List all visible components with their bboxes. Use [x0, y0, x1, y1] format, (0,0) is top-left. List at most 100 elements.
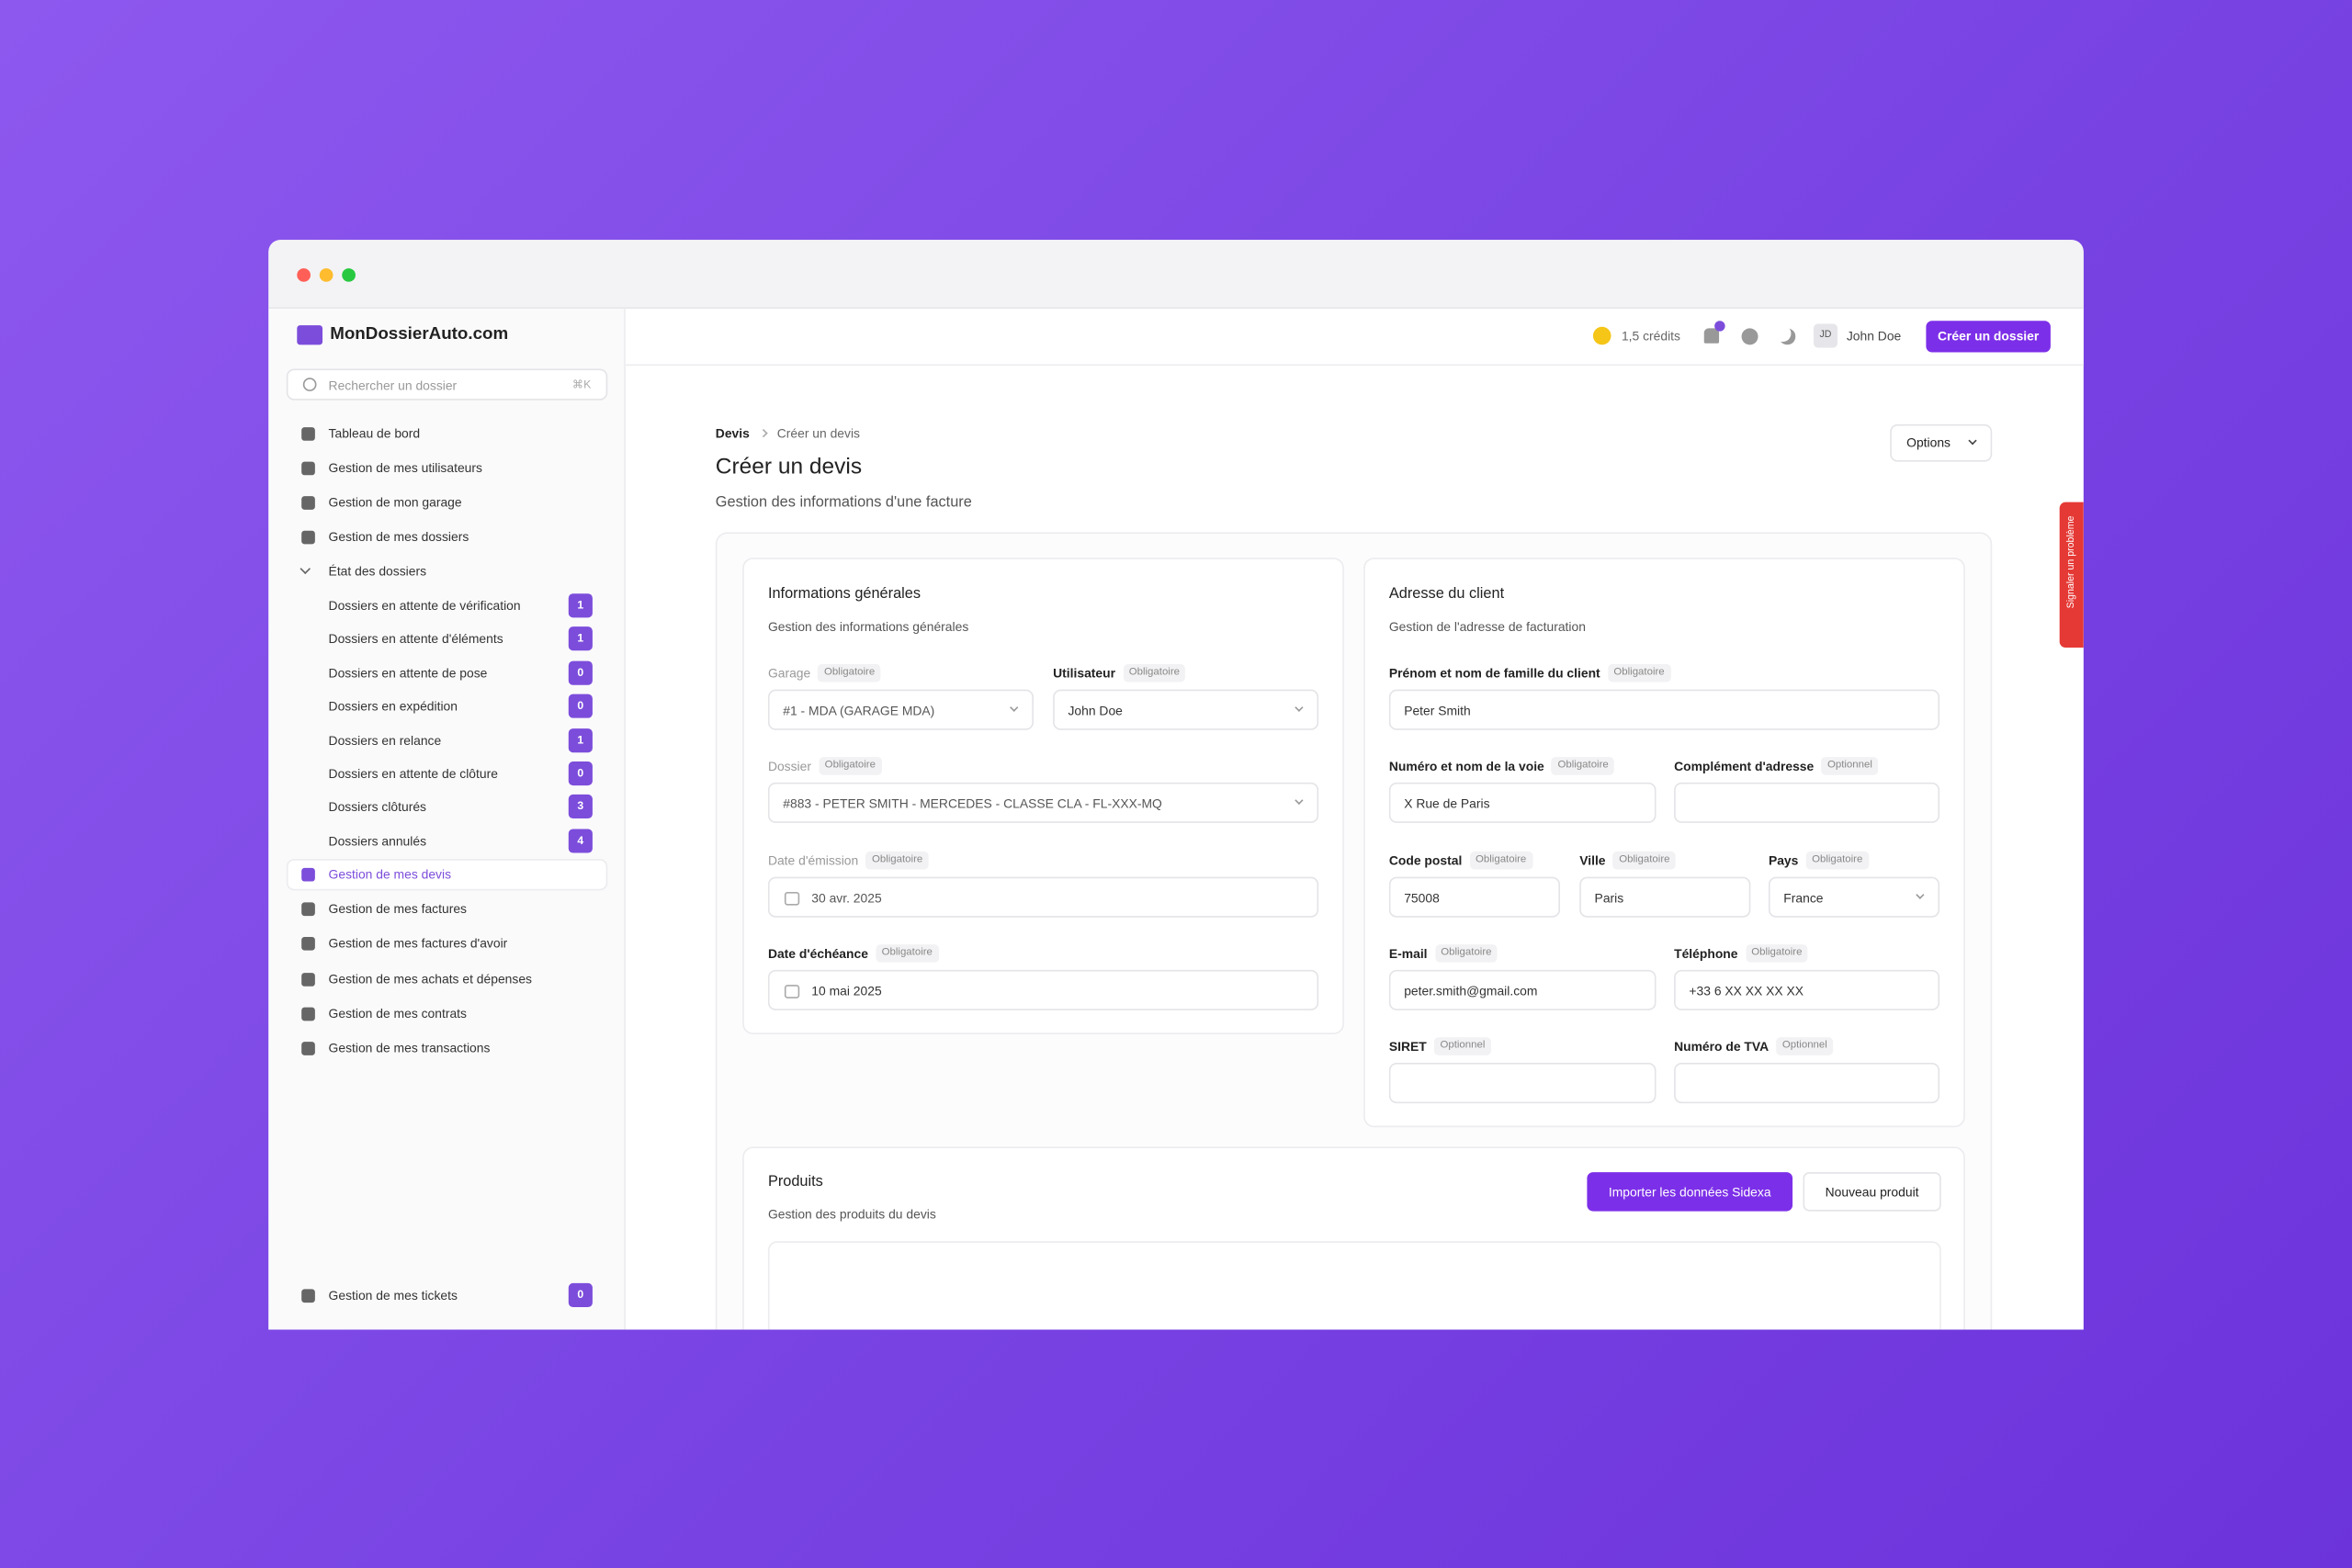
search-box[interactable]: Rechercher un dossier ⌘K — [286, 368, 608, 400]
text-input[interactable] — [1674, 1063, 1940, 1104]
field-label: Utilisateur — [1053, 665, 1116, 681]
select-input[interactable]: John Doe — [1053, 689, 1319, 730]
nav-item[interactable]: Gestion de mes tickets — [328, 1287, 458, 1303]
nav-item[interactable]: Dossiers en attente de pose — [328, 665, 488, 681]
text-input[interactable]: 30 avr. 2025 — [767, 876, 1319, 918]
page-title: Créer un devis — [715, 454, 863, 480]
nav-item[interactable]: Gestion de mes transactions — [328, 1040, 491, 1055]
field-tag: Obligatoire — [1607, 663, 1671, 682]
nav-item[interactable]: Dossiers en relance — [328, 732, 442, 748]
nav-item[interactable]: Gestion de mes utilisateurs — [328, 459, 482, 476]
section-title: Adresse du client — [1388, 586, 1505, 604]
input-value: 30 avr. 2025 — [811, 890, 882, 906]
nav-icon — [301, 972, 315, 987]
nav-item[interactable]: Gestion de mes factures d'avoir — [328, 935, 508, 952]
nav-item[interactable]: Gestion de mes factures — [328, 901, 467, 917]
nav-item[interactable]: Gestion de mon garage — [328, 494, 462, 510]
nav-group[interactable]: État des dossiers — [328, 563, 427, 579]
field-tag: Obligatoire — [1123, 663, 1186, 682]
field-tag: Obligatoire — [865, 851, 929, 870]
field-label: SIRET — [1388, 1038, 1427, 1055]
window-control[interactable] — [297, 268, 311, 282]
nav-item[interactable]: Dossiers en attente de vérification — [328, 598, 521, 614]
nav-item[interactable]: Gestion de mes achats et dépenses — [328, 970, 532, 987]
field-label: Dossier — [767, 758, 811, 774]
nav-badge: 1 — [568, 728, 593, 752]
field-tag: Optionnel — [1776, 1037, 1834, 1055]
chevron — [1295, 703, 1304, 712]
window-control[interactable] — [319, 268, 334, 282]
input-value: X Rue de Paris — [1404, 795, 1490, 811]
options-button[interactable]: Options — [1890, 423, 1993, 462]
nav-item[interactable]: Gestion de mes devis — [328, 866, 452, 882]
new-product-button[interactable]: Nouveau produit — [1803, 1172, 1941, 1212]
section-title: Produits — [767, 1173, 823, 1190]
nav-item[interactable]: Dossiers annulés — [328, 833, 427, 849]
nav-icon — [301, 496, 315, 510]
nav-item[interactable]: Gestion de mes dossiers — [328, 529, 469, 545]
nav-badge: 1 — [568, 593, 593, 618]
field-tag: Obligatoire — [1612, 851, 1677, 870]
help-icon[interactable] — [1741, 328, 1758, 345]
field-tag: Obligatoire — [1469, 851, 1532, 870]
breadcrumb-separator — [759, 429, 768, 438]
feedback-tab[interactable]: Signaler un problème — [2059, 502, 2084, 648]
theme-icon[interactable] — [1779, 328, 1795, 344]
text-input[interactable]: +33 6 XX XX XX XX — [1674, 969, 1940, 1010]
select-input[interactable]: #883 - PETER SMITH - MERCEDES - CLASSE C… — [767, 782, 1319, 823]
credits-icon — [1592, 326, 1611, 345]
nav-item[interactable]: Dossiers en attente de clôture — [328, 765, 498, 782]
field-label: Date d'échéance — [767, 945, 868, 962]
text-input[interactable]: Paris — [1579, 876, 1751, 918]
text-input[interactable]: Peter Smith — [1388, 689, 1940, 730]
select-input[interactable]: France — [1768, 876, 1940, 918]
text-input[interactable] — [1674, 782, 1940, 823]
create-button[interactable]: Créer un dossier — [1926, 321, 2051, 353]
avatar[interactable]: JD — [1813, 323, 1838, 348]
select-input[interactable]: #1 - MDA (GARAGE MDA) — [767, 689, 1034, 730]
user-name[interactable]: John Doe — [1846, 328, 1902, 344]
breadcrumb[interactable]: Devis — [715, 425, 750, 441]
nav-item[interactable]: Gestion de mes contrats — [328, 1005, 467, 1021]
input-value: Peter Smith — [1404, 703, 1471, 718]
text-input[interactable]: peter.smith@gmail.com — [1388, 969, 1657, 1010]
text-input[interactable] — [1388, 1063, 1657, 1104]
notifications-icon[interactable] — [1703, 328, 1720, 344]
nav-active-bg — [286, 859, 608, 891]
nav-item[interactable]: Dossiers clôturés — [328, 799, 426, 815]
chevron — [1916, 890, 1925, 899]
nav-icon — [301, 1042, 315, 1055]
field-label: Numéro de TVA — [1674, 1038, 1770, 1055]
text-input[interactable]: X Rue de Paris — [1388, 782, 1657, 823]
text-input[interactable]: 10 mai 2025 — [767, 969, 1319, 1010]
chevron — [1968, 436, 1977, 446]
field-label: Prénom et nom de famille du client — [1388, 665, 1600, 681]
nav-badge: 0 — [568, 660, 593, 685]
topbar — [625, 309, 2084, 367]
chevron — [1010, 703, 1019, 712]
nav-item[interactable]: Dossiers en expédition — [328, 698, 458, 715]
field-tag: Obligatoire — [1745, 944, 1809, 963]
brand-icon — [297, 325, 323, 345]
nav-item[interactable]: Dossiers en attente d'éléments — [328, 631, 503, 647]
notifications-dot — [1714, 321, 1725, 332]
input-value: peter.smith@gmail.com — [1404, 983, 1538, 998]
window-control[interactable] — [342, 268, 356, 282]
nav-item[interactable]: Tableau de bord — [328, 425, 421, 441]
field-label: Date d'émission — [767, 852, 859, 868]
search-placeholder: Rechercher un dossier — [328, 378, 458, 393]
field-label: Ville — [1579, 852, 1606, 868]
nav-badge: 4 — [568, 829, 593, 853]
text-input[interactable]: 75008 — [1388, 876, 1561, 918]
section-subtitle: Gestion de l'adresse de facturation — [1388, 618, 1586, 635]
nav-icon — [301, 1289, 315, 1303]
field-tag: Obligatoire — [819, 757, 882, 775]
import-button[interactable]: Importer les données Sidexa — [1587, 1172, 1793, 1212]
feedback-label[interactable]: Signaler un problème — [2066, 515, 2077, 609]
input-value: France — [1783, 890, 1824, 906]
calendar-icon — [784, 985, 800, 998]
nav-icon — [301, 530, 315, 545]
input-value: John Doe — [1068, 703, 1123, 718]
